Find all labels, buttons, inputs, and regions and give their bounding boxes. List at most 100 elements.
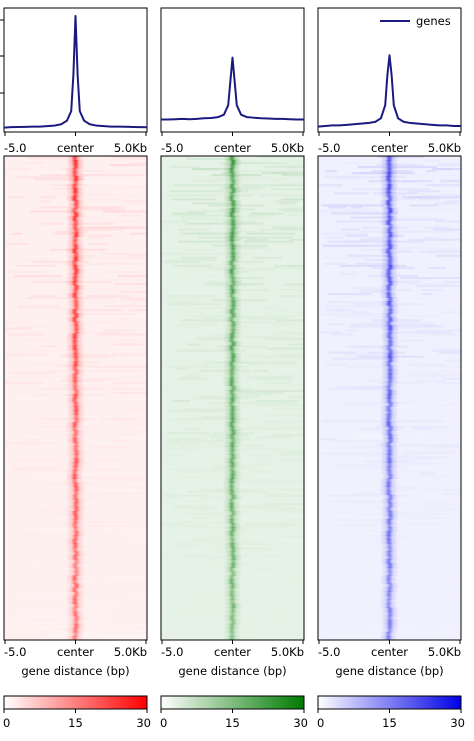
heatmap-peak-cell xyxy=(67,442,86,447)
heatmap-peak-cell xyxy=(66,631,85,637)
heatmap-cell xyxy=(200,625,240,628)
heatmap-cell xyxy=(335,523,387,526)
heatmap-cell xyxy=(169,545,202,548)
heatmap-cell xyxy=(408,238,449,241)
heatmap-cell xyxy=(382,224,441,227)
heatmap-peak-cell xyxy=(381,329,400,334)
heatmap-peak-cell xyxy=(379,559,398,564)
heatmap-cell xyxy=(210,192,227,195)
heatmap-cell xyxy=(116,158,147,161)
heatmap-peak-cell xyxy=(66,514,85,520)
heatmap-cell xyxy=(7,595,49,598)
heatmap-cell xyxy=(270,293,304,296)
heatmap-cell xyxy=(407,410,425,413)
heatmap-cell xyxy=(190,539,225,542)
heatmap-cell xyxy=(439,194,461,197)
heatmap-cell xyxy=(39,345,57,348)
heatmap-cell xyxy=(409,204,439,207)
heatmap-cell xyxy=(325,494,380,497)
panel-red: -5.0 center 5.0Kb -5.0 center 5.0Kb gene dista… xyxy=(0,7,151,730)
heatmap-peak-cell xyxy=(65,470,84,475)
heatmap-peak-cell xyxy=(380,619,399,625)
heatmap-cell xyxy=(349,313,373,316)
heatmap-cell xyxy=(188,373,213,376)
heatmap-cell xyxy=(248,363,262,366)
heatmap-peak-cell xyxy=(379,248,398,254)
heatmap-peak-cell xyxy=(380,595,399,600)
heatmap-cell xyxy=(347,619,369,622)
heatmap-cell xyxy=(244,523,298,526)
heatmap-cell xyxy=(351,305,399,308)
heatmap-cell xyxy=(328,553,375,556)
heatmap-cell xyxy=(271,559,286,562)
heatmap-cell xyxy=(189,527,247,530)
heatmap-cell xyxy=(51,553,64,556)
heatmap-cell xyxy=(94,547,119,550)
heatmap-cell xyxy=(339,244,396,247)
heatmap-peak-cell xyxy=(222,402,241,407)
heatmap-cell xyxy=(10,406,51,409)
heatmap-cell xyxy=(19,458,57,461)
heatmap-cell xyxy=(245,335,289,338)
heatmap-cell xyxy=(243,240,294,243)
heatmap-cell xyxy=(260,593,304,596)
heatmap-peak-cell xyxy=(222,377,241,383)
heatmap-peak-cell xyxy=(65,478,84,483)
heatmap-cell xyxy=(110,387,147,390)
heatmap-cell xyxy=(363,385,386,388)
heatmap-peak-cell xyxy=(380,277,399,282)
heatmap-peak-cell xyxy=(65,317,84,322)
heatmap-cell xyxy=(346,573,402,576)
heatmap-peak-cell xyxy=(224,200,243,205)
heatmap-cell xyxy=(168,468,223,471)
heatmap-cell xyxy=(11,468,64,471)
heatmap-cell xyxy=(127,254,147,257)
heatmap-peak-cell xyxy=(380,313,399,318)
heatmap-cell xyxy=(237,321,288,324)
heatmap-cell xyxy=(240,597,299,600)
heatmap-cell xyxy=(167,432,210,435)
heatmap-cell xyxy=(391,158,422,161)
heatmap-cell xyxy=(101,252,147,255)
heatmap-peak-cell xyxy=(222,579,241,584)
heatmap-cell xyxy=(360,238,383,241)
heatmap-cell xyxy=(169,254,183,257)
heatmap-cell xyxy=(238,341,278,344)
heatmap-peak-cell xyxy=(224,321,243,326)
heatmap-cell xyxy=(389,166,438,169)
heatmap-cell xyxy=(93,468,123,471)
heatmap-cell xyxy=(256,436,292,439)
heatmap-cell xyxy=(281,174,304,177)
heatmap-cell xyxy=(410,373,445,376)
heatmap-peak-cell xyxy=(380,627,399,633)
heatmap-cell xyxy=(343,402,401,405)
heatmap-cell xyxy=(366,571,378,574)
heatmap-cell xyxy=(112,539,147,542)
heatmap-cell xyxy=(6,583,53,586)
heatmap-peak-cell xyxy=(223,357,242,362)
heatmap-cell xyxy=(374,299,428,302)
heatmap-cell xyxy=(187,482,201,485)
heatmap-cell xyxy=(123,529,147,532)
heatmap-cell xyxy=(410,337,424,340)
heatmap-cell xyxy=(91,321,129,324)
heatmap-cell xyxy=(72,585,102,588)
heatmap-cell xyxy=(26,339,52,342)
heatmap-cell xyxy=(24,508,72,511)
heatmap-peak-cell xyxy=(381,502,400,508)
heatmap-cell xyxy=(48,549,61,552)
heatmap-cell xyxy=(104,476,147,479)
heatmap-cell xyxy=(48,559,63,562)
heatmap-cell xyxy=(119,291,147,294)
heatmap-cell xyxy=(279,488,304,491)
heatmap-cell xyxy=(104,365,147,368)
heatmap-cell xyxy=(262,555,279,558)
heatmap-cell xyxy=(163,595,181,598)
heatmap-cell xyxy=(164,492,177,495)
heatmap-cell xyxy=(423,236,436,239)
heatmap-peak-cell xyxy=(65,337,84,342)
heatmap-cell xyxy=(127,398,147,401)
heatmap-peak-cell xyxy=(67,176,85,181)
heatmap-cell xyxy=(346,242,382,245)
heatmap-cell xyxy=(184,311,243,314)
